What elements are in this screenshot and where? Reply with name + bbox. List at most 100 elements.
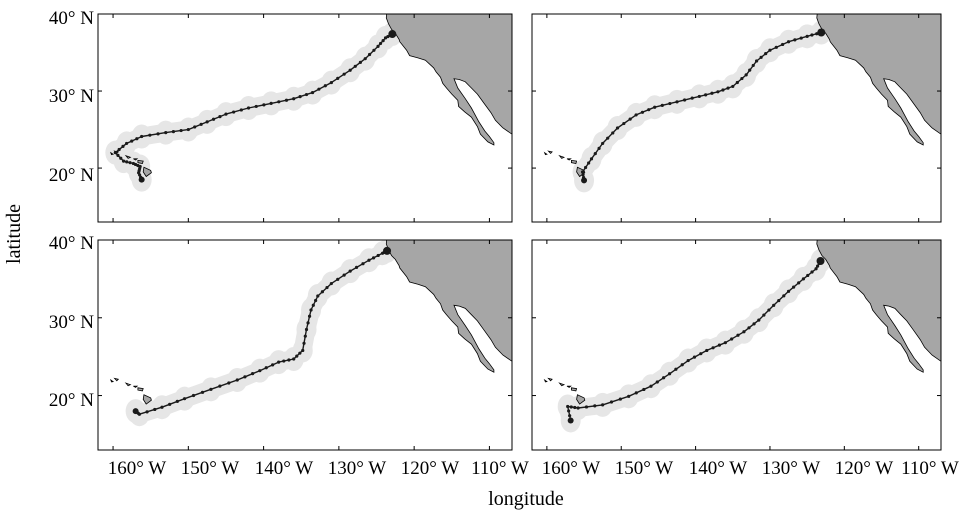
track-point: [156, 132, 160, 136]
track-point: [209, 387, 213, 391]
y-tick-top-30: 30° N: [49, 86, 94, 107]
map-content: [105, 14, 512, 192]
hawaiian-island: [547, 377, 553, 382]
track-point: [611, 131, 615, 135]
track-point: [116, 153, 120, 157]
track-point: [317, 87, 321, 91]
track-point: [627, 394, 631, 398]
track-point: [569, 405, 573, 409]
panel-frame: [97, 13, 513, 223]
north-america-landmass: [816, 240, 941, 373]
track-point: [243, 375, 247, 379]
track-point: [342, 72, 346, 76]
track-point: [363, 57, 367, 61]
track-point: [371, 256, 376, 260]
track-point: [182, 397, 187, 401]
track-point: [751, 63, 755, 68]
track-point: [284, 98, 289, 102]
track-point: [704, 93, 708, 97]
x-tick-right-110: 110° W: [901, 458, 959, 479]
track-point: [258, 369, 262, 373]
track-point: [179, 128, 183, 133]
hawaiian-island: [566, 158, 572, 161]
track-point: [358, 60, 363, 64]
track-point: [690, 96, 694, 100]
north-america-landmass: [385, 240, 512, 373]
hawaiian-island: [566, 385, 572, 388]
track-point: [566, 404, 570, 409]
track-point: [674, 367, 678, 371]
track-point: [634, 391, 638, 395]
track-point: [744, 73, 748, 77]
y-tick-bottom-30: 30° N: [49, 312, 94, 333]
x-tick-left-110: 110° W: [471, 458, 529, 479]
track-point: [568, 414, 572, 418]
track-point: [329, 80, 333, 85]
track-point: [742, 330, 746, 334]
track-point: [752, 322, 756, 326]
track-point: [615, 126, 620, 130]
track-point: [793, 38, 797, 42]
track-end-cluster: [816, 257, 825, 265]
track-point: [649, 384, 653, 388]
track-point: [730, 337, 734, 341]
track-point: [367, 52, 372, 57]
track-point: [717, 343, 721, 347]
migration-track: [114, 33, 393, 180]
track-point: [342, 273, 346, 277]
x-tick-left-150: 150° W: [181, 458, 240, 479]
track-point: [609, 400, 614, 404]
track-point: [587, 161, 591, 165]
track-point: [130, 139, 134, 143]
hawaiian-island: [576, 394, 586, 405]
y-axis-label: latitude: [3, 204, 25, 264]
track-point: [748, 68, 752, 72]
x-tick-left-130: 130° W: [328, 458, 387, 479]
track-point: [754, 59, 759, 63]
track-point: [292, 357, 296, 361]
track-point: [705, 348, 709, 353]
track-point: [580, 170, 585, 174]
track-end-cluster: [388, 30, 397, 39]
track-point: [348, 269, 352, 273]
track-point: [740, 76, 744, 81]
track-point: [584, 165, 588, 170]
track-point: [764, 52, 768, 56]
track-point: [576, 406, 580, 410]
track-point: [311, 303, 315, 307]
track-point: [128, 161, 132, 165]
track-start-cluster: [132, 408, 139, 415]
north-america-landmass: [816, 14, 941, 146]
track-point: [797, 281, 801, 285]
track-point: [113, 151, 117, 155]
track-point: [634, 113, 638, 117]
track-point: [777, 298, 781, 303]
track-point: [314, 298, 318, 303]
track-point: [601, 403, 605, 407]
track-point: [325, 285, 329, 290]
track-point: [723, 341, 727, 345]
track-point: [232, 110, 236, 114]
map-content: [109, 240, 512, 427]
track-point: [782, 294, 786, 298]
track-point: [573, 405, 577, 410]
track-point: [323, 84, 327, 88]
track-point: [593, 151, 597, 156]
x-tick-left-140: 140° W: [255, 458, 314, 479]
x-tick-left-160: 160° W: [108, 458, 167, 479]
track-point: [277, 100, 281, 104]
track-point: [199, 122, 203, 126]
track-point: [668, 101, 672, 106]
track-point: [186, 127, 190, 132]
track-point: [642, 387, 646, 392]
track-point: [378, 41, 383, 46]
track-point: [121, 159, 126, 163]
x-axis-label: longitude: [488, 488, 564, 510]
track-start-cluster: [138, 176, 145, 183]
track-point: [125, 160, 129, 164]
track-point: [381, 38, 385, 43]
x-tick-right-150: 150° W: [615, 458, 674, 479]
track-point: [304, 92, 309, 97]
track-point: [597, 146, 601, 150]
hawaiian-island: [109, 378, 115, 383]
